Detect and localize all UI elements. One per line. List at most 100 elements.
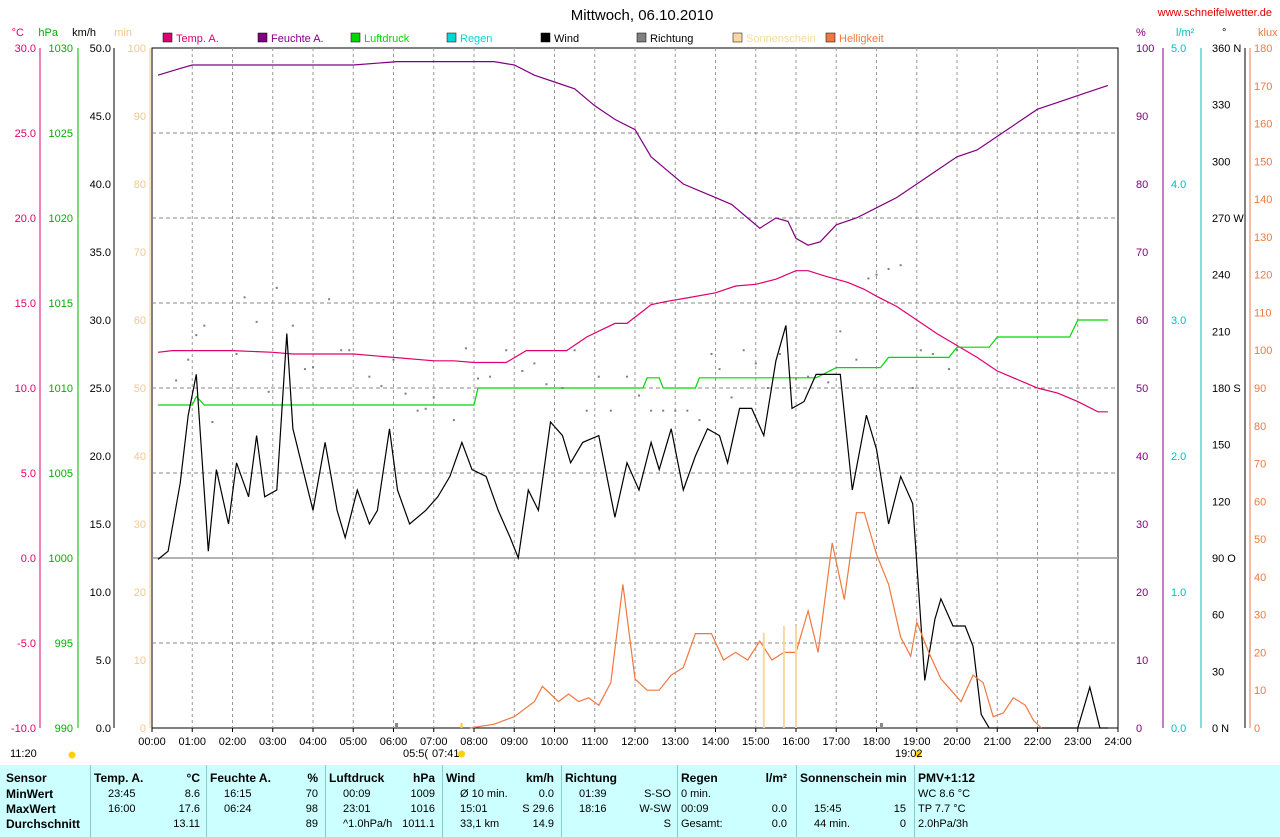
humidity-tick-label: 100 <box>1136 43 1154 55</box>
humidity-tick-label: 50 <box>1136 383 1148 395</box>
stats-separator <box>796 765 797 837</box>
sunset-label: 19:02 <box>895 748 923 760</box>
direction-tick-label: 0 N <box>1212 723 1229 735</box>
direction-point <box>348 349 351 352</box>
wind-axis-unit: km/h <box>72 27 96 39</box>
direction-tick-label: 360 N <box>1212 43 1241 55</box>
sun-tick-label: 80 <box>134 179 146 191</box>
pressure-tick-label: 1020 <box>49 213 73 225</box>
legend-swatch <box>540 32 551 43</box>
time-tick-label: 12:00 <box>621 736 649 748</box>
legend-label: Helligkeit <box>839 33 884 45</box>
temp-tick-label: -10.0 <box>11 723 36 735</box>
stats-value: 13.11 <box>173 818 200 830</box>
direction-tick-label: 240 <box>1212 270 1230 282</box>
temp-tick-label: 0.0 <box>21 553 36 565</box>
direction-point <box>380 385 383 388</box>
direction-point <box>211 421 214 423</box>
direction-point <box>585 409 588 412</box>
time-tick-label: 01:00 <box>178 736 206 748</box>
stats-value: 0.0 <box>538 788 554 800</box>
time-tick-label: 16:00 <box>782 736 810 748</box>
humidity-tick-label: 30 <box>1136 519 1148 531</box>
stats-value: S-SO <box>644 788 671 800</box>
stats-value: S <box>663 818 671 830</box>
legend-label: Luftdruck <box>364 33 410 45</box>
stats-unit: % <box>307 771 318 785</box>
direction-point <box>340 349 343 352</box>
direction-point <box>477 377 480 380</box>
wind-tick-label: 10.0 <box>90 587 111 599</box>
pressure-tick-label: 990 <box>55 723 73 735</box>
stats-time: 18:16 <box>579 803 607 815</box>
stats-unit: km/h <box>525 771 554 785</box>
stats-time: 15:01 <box>460 803 488 815</box>
legend-label: Wind <box>554 33 579 45</box>
humidity-tick-label: 90 <box>1136 111 1148 123</box>
stats-value: 0.0 <box>771 818 787 830</box>
stats-time: 16:15 <box>224 788 252 800</box>
time-tick-label: 23:00 <box>1064 736 1092 748</box>
pressure-tick-label: 1005 <box>49 468 73 480</box>
sun-left-label: 11:20 <box>10 748 37 760</box>
legend-label: Richtung <box>650 33 693 45</box>
stats-separator <box>325 765 326 837</box>
humidity-axis-unit: % <box>1136 27 1146 39</box>
stats-time: ^1.0hPa/h <box>343 818 393 830</box>
stats-header: Feuchte A. <box>210 771 271 785</box>
axes: 00:00 01:00 02:00 03:00 04:00 05:00 06:00 07:00… <box>11 27 1278 748</box>
direction-point <box>267 390 270 393</box>
weather-chart: Mittwoch, 06.10.2010 www.schneifelwetter… <box>10 7 1278 760</box>
pressure-tick-label: 1000 <box>49 553 73 565</box>
direction-tick-label: 60 <box>1212 610 1224 622</box>
brightness-tick-label: 30 <box>1254 610 1266 622</box>
direction-point <box>561 387 564 389</box>
direction-point <box>203 324 206 327</box>
stats-header: PMV+1:12 <box>918 771 976 785</box>
brightness-tick-label: 160 <box>1254 119 1272 131</box>
direction-tick-label: 330 <box>1212 100 1230 112</box>
stats-separator <box>206 765 207 837</box>
sun-markers: 11:20 05:5(07:41 19:02 <box>10 723 923 760</box>
stats-time: 00:09 <box>681 803 709 815</box>
temp-axis-unit: °C <box>12 27 24 39</box>
direction-axis-unit: ° <box>1222 27 1226 39</box>
stats-value: 14.9 <box>532 818 554 830</box>
direction-point <box>754 362 757 365</box>
wind-tick-label: 20.0 <box>90 451 111 463</box>
direction-point <box>686 409 689 412</box>
rain-tick-label: 1.0 <box>1171 587 1186 599</box>
website-label[interactable]: www.schneifelwetter.de <box>1157 7 1272 19</box>
rain-tick-label: 2.0 <box>1171 451 1186 463</box>
temp-tick-label: 20.0 <box>15 213 36 225</box>
stats-separator <box>677 765 678 837</box>
sun-icon <box>458 750 466 758</box>
sun-tick-label: 50 <box>134 383 146 395</box>
brightness-tick-label: 10 <box>1254 685 1266 697</box>
stats-separator <box>914 765 915 837</box>
direction-point <box>424 407 427 410</box>
direction-point <box>778 353 781 355</box>
stats-time: 23:01 <box>343 803 371 815</box>
brightness-tick-label: 50 <box>1254 534 1266 546</box>
wind-tick-label: 40.0 <box>90 179 111 191</box>
brightness-tick-label: 140 <box>1254 194 1272 206</box>
temp-tick-label: 15.0 <box>15 298 36 310</box>
sun-tick-label: 0 <box>140 723 146 735</box>
direction-point <box>911 387 914 389</box>
stats-time: 06:24 <box>224 803 252 815</box>
direction-point <box>255 320 258 323</box>
wind-tick-label: 50.0 <box>90 43 111 55</box>
time-tick-label: 17:00 <box>822 736 850 748</box>
sun-tick-label: 20 <box>134 587 146 599</box>
brightness-tick-label: 170 <box>1254 81 1272 93</box>
brightness-tick-label: 130 <box>1254 232 1272 244</box>
stats-header: Wind <box>446 771 476 785</box>
pressure-tick-label: 1010 <box>49 383 73 395</box>
direction-tick-label: 120 <box>1212 496 1230 508</box>
direction-point <box>956 349 958 352</box>
stats-time: WC 8.6 °C <box>918 788 971 800</box>
direction-point <box>947 368 950 371</box>
pressure-axis-unit: hPa <box>38 27 58 39</box>
humidity-tick-label: 70 <box>1136 247 1148 259</box>
